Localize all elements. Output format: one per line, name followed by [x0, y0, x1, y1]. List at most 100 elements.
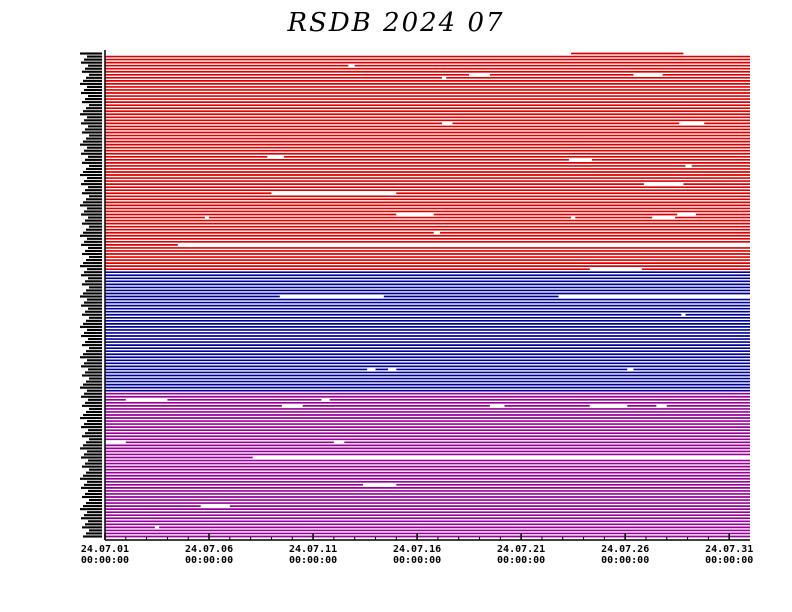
x-tick-label-date: 24.07.01 — [81, 544, 129, 555]
station-label-mark — [89, 195, 102, 198]
station-label-mark — [82, 70, 102, 73]
station-label-mark — [80, 234, 102, 237]
station-label-mark — [87, 511, 102, 514]
station-label-mark — [85, 249, 102, 253]
station-label-mark — [80, 295, 102, 298]
station-label-mark — [84, 88, 102, 92]
station-label-mark — [84, 301, 102, 304]
station-label-mark — [82, 222, 102, 225]
station-label-mark — [86, 350, 102, 353]
station-label-mark — [89, 164, 102, 167]
x-tick-label-time: 00:00:00 — [601, 555, 649, 566]
station-label-mark — [86, 502, 102, 505]
station-label-mark — [87, 359, 102, 362]
station-label-mark — [82, 404, 102, 407]
x-tick-label-time: 00:00:00 — [185, 555, 233, 566]
x-tick-label-time: 00:00:00 — [81, 555, 129, 566]
station-label-mark — [81, 426, 102, 429]
station-label-mark — [87, 450, 102, 453]
station-label-mark — [80, 447, 102, 450]
station-label-mark — [80, 204, 102, 207]
station-label-mark — [88, 520, 102, 523]
station-label-mark — [89, 498, 102, 502]
station-label-mark — [88, 155, 102, 158]
station-rows — [105, 52, 750, 538]
x-tick-label-date: 24.07.31 — [705, 544, 753, 555]
station-label-mark — [84, 240, 102, 243]
station-label-mark — [80, 356, 102, 359]
station-label-mark — [81, 365, 102, 368]
station-label-mark — [83, 140, 102, 143]
station-label-mark — [85, 67, 102, 70]
station-label-mark — [86, 259, 102, 262]
station-label-mark — [86, 198, 102, 201]
station-label-mark — [88, 125, 102, 128]
x-tick-label-time: 00:00:00 — [393, 555, 441, 566]
station-label-mark — [85, 401, 102, 404]
station-label-mark — [82, 283, 102, 286]
chart-title: RSDB 2024 07 — [287, 8, 505, 38]
station-label-mark — [86, 532, 102, 535]
station-label-mark — [84, 119, 102, 122]
station-label-mark — [84, 423, 102, 426]
station-label-mark — [82, 344, 102, 347]
station-label-mark — [88, 337, 102, 341]
station-label-mark — [81, 395, 102, 398]
station-label-mark — [88, 429, 102, 432]
station-label-mark — [89, 529, 102, 532]
station-label-mark — [86, 228, 102, 231]
station-label-mark — [84, 362, 102, 365]
station-label-mark — [85, 128, 102, 131]
x-tick-label-date: 24.07.06 — [185, 544, 233, 555]
station-label-mark — [81, 122, 102, 125]
station-label-mark — [83, 322, 102, 325]
station-label-mark — [87, 176, 102, 180]
station-label-mark — [80, 173, 102, 177]
station-label-mark — [83, 110, 102, 113]
station-label-mark — [83, 292, 102, 295]
station-label-mark — [82, 192, 102, 195]
station-label-mark — [82, 526, 102, 529]
station-label-mark — [87, 480, 102, 483]
station-label-mark — [84, 331, 102, 335]
station-label-mark — [83, 262, 102, 265]
station-label-mark — [88, 246, 102, 249]
station-label-mark — [81, 274, 102, 277]
station-label-mark — [87, 116, 102, 119]
station-label-mark — [83, 444, 102, 447]
station-label-mark — [84, 149, 102, 152]
station-label-mark — [80, 113, 102, 116]
station-label-mark — [80, 325, 102, 328]
station-label-mark — [87, 328, 102, 331]
station-label-mark — [85, 341, 102, 344]
station-label-mark — [80, 52, 102, 55]
station-label-mark — [83, 535, 102, 538]
station-label-mark — [82, 131, 102, 134]
station-label-mark — [89, 134, 102, 137]
station-label-mark — [80, 82, 102, 85]
station-label-mark — [81, 486, 102, 489]
station-label-mark — [80, 143, 102, 146]
station-label-mark — [82, 161, 102, 164]
station-label-mark — [81, 304, 102, 307]
station-label-mark — [82, 495, 102, 499]
station-label-mark — [88, 307, 102, 310]
station-label-mark — [89, 225, 102, 228]
station-label-mark — [82, 465, 102, 468]
station-label-mark — [84, 58, 102, 61]
station-label-mark — [83, 413, 102, 417]
station-label-mark — [85, 219, 102, 222]
station-label-mark — [81, 517, 102, 520]
station-label-mark — [84, 210, 102, 213]
station-label-mark — [89, 407, 102, 410]
station-label-mark — [84, 514, 102, 517]
x-tick-label-date: 24.07.21 — [497, 544, 545, 555]
station-label-mark — [88, 368, 102, 371]
station-label-mark — [84, 392, 102, 395]
station-label-mark — [88, 186, 102, 189]
station-label-mark — [89, 438, 102, 441]
station-label-mark — [85, 462, 102, 465]
station-label-mark — [85, 432, 102, 435]
station-label-mark — [83, 505, 102, 508]
station-label-mark — [81, 213, 102, 216]
